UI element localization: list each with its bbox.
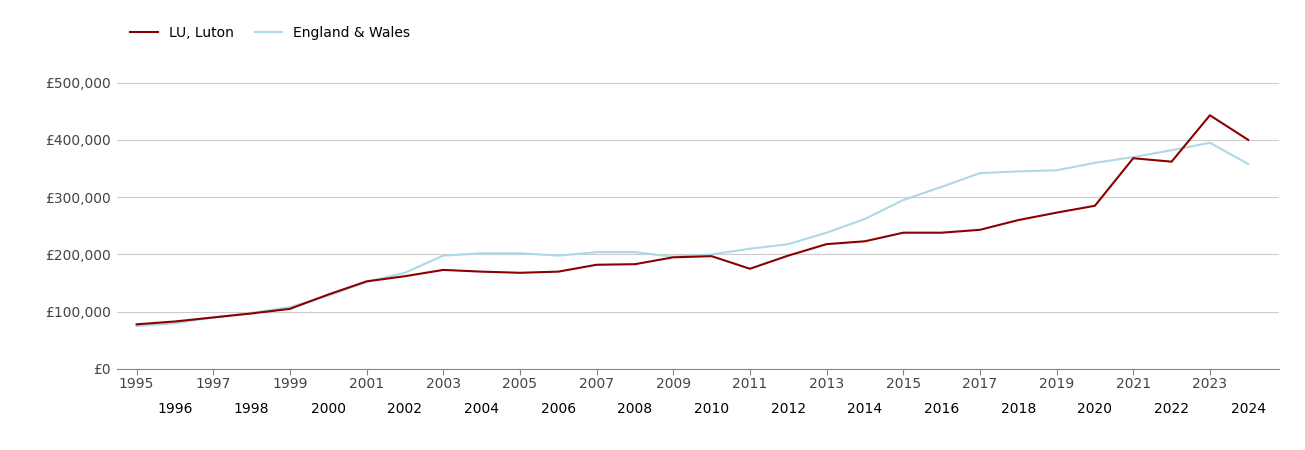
LU, Luton <box>1049 210 1065 216</box>
England & Wales <box>818 230 834 235</box>
LU, Luton <box>743 266 758 271</box>
England & Wales <box>703 252 719 257</box>
England & Wales <box>244 310 260 315</box>
LU, Luton <box>321 292 337 297</box>
LU, Luton <box>474 269 489 274</box>
England & Wales <box>436 253 452 258</box>
LU, Luton <box>397 274 412 279</box>
England & Wales <box>1125 154 1141 160</box>
LU, Luton <box>205 315 221 320</box>
LU, Luton <box>703 253 719 259</box>
LU, Luton <box>1125 156 1141 161</box>
England & Wales <box>512 251 527 256</box>
LU, Luton <box>1010 217 1026 223</box>
England & Wales <box>628 249 643 255</box>
England & Wales <box>1202 140 1218 145</box>
LU, Luton <box>972 227 988 233</box>
England & Wales <box>474 251 489 256</box>
LU, Luton <box>934 230 950 235</box>
England & Wales <box>129 324 145 329</box>
LU, Luton <box>359 279 375 284</box>
England & Wales <box>397 270 412 275</box>
Line: England & Wales: England & Wales <box>137 143 1249 326</box>
England & Wales <box>780 242 796 247</box>
England & Wales <box>282 305 298 310</box>
England & Wales <box>589 249 604 255</box>
England & Wales <box>359 279 375 285</box>
LU, Luton <box>1087 203 1103 208</box>
LU, Luton <box>167 319 183 324</box>
LU, Luton <box>512 270 527 275</box>
England & Wales <box>743 246 758 252</box>
England & Wales <box>857 216 873 222</box>
England & Wales <box>321 293 337 298</box>
England & Wales <box>1087 160 1103 166</box>
Line: LU, Luton: LU, Luton <box>137 115 1249 324</box>
LU, Luton <box>857 238 873 244</box>
England & Wales <box>1049 167 1065 173</box>
LU, Luton <box>1241 137 1257 143</box>
England & Wales <box>167 320 183 326</box>
LU, Luton <box>1202 112 1218 118</box>
England & Wales <box>1164 148 1180 153</box>
LU, Luton <box>282 306 298 311</box>
LU, Luton <box>780 253 796 258</box>
England & Wales <box>934 184 950 189</box>
England & Wales <box>1010 169 1026 174</box>
LU, Luton <box>666 255 681 260</box>
LU, Luton <box>628 261 643 267</box>
England & Wales <box>1241 161 1257 166</box>
LU, Luton <box>818 242 834 247</box>
England & Wales <box>972 171 988 176</box>
England & Wales <box>895 198 911 203</box>
England & Wales <box>666 254 681 260</box>
LU, Luton <box>244 311 260 316</box>
LU, Luton <box>895 230 911 235</box>
England & Wales <box>551 253 566 258</box>
LU, Luton <box>436 267 452 273</box>
England & Wales <box>205 315 221 320</box>
LU, Luton <box>589 262 604 267</box>
Legend: LU, Luton, England & Wales: LU, Luton, England & Wales <box>124 20 416 45</box>
LU, Luton <box>1164 159 1180 164</box>
LU, Luton <box>129 322 145 327</box>
LU, Luton <box>551 269 566 274</box>
